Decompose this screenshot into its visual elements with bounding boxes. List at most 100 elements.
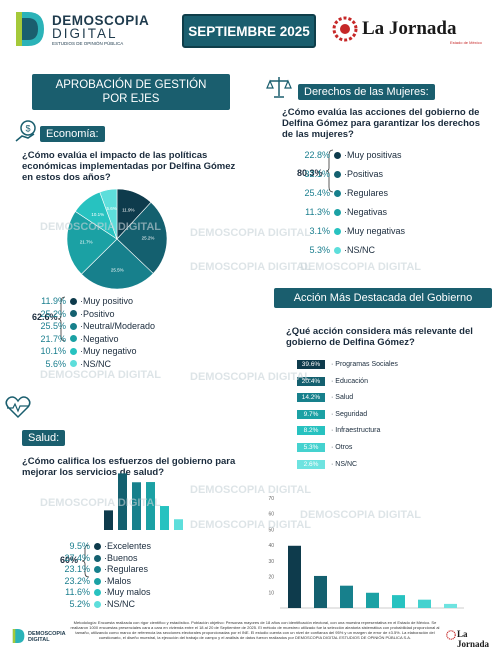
legend-percent: 11.9%	[41, 296, 66, 306]
derechos-question: ¿Cómo evalúa las acciones del gobierno d…	[282, 107, 480, 140]
derechos-legend-item: 3.1% ·Muy negativas	[300, 222, 405, 241]
legend-dot	[334, 247, 341, 254]
derechos-legend-item: 22.8% ·Muy positivas	[300, 146, 405, 165]
y-tick-label: 50	[268, 527, 274, 533]
legend-label: ·Regulares	[344, 188, 389, 198]
legend-percent: 5.6%	[45, 358, 66, 369]
accion-hbar: 9.7%	[297, 409, 325, 419]
salud-tag: Salud:	[22, 430, 66, 446]
accion-column	[418, 599, 431, 608]
derechos-bracket-value: 80.3%	[297, 168, 323, 178]
legend-dot	[94, 589, 101, 597]
legend-label: ·Muy positivo	[80, 296, 134, 306]
salud-bar	[118, 473, 127, 530]
health-heart-icon	[5, 396, 31, 419]
legend-percent: 3.1%	[309, 226, 330, 236]
accion-hbar-row: 9.7% · Seguridad	[297, 409, 487, 419]
accion-question: ¿Qué acción considera más relevante del …	[286, 326, 473, 348]
salud-bar	[174, 519, 183, 530]
watermark: DEMOSCOPIA DIGITAL	[300, 261, 421, 273]
legend-label: ·Neutral/Moderado	[80, 321, 156, 331]
legend-percent: 9.5%	[69, 541, 90, 551]
legend-label: ·Muy negativas	[344, 226, 406, 236]
legend-dot	[94, 600, 101, 608]
accion-hbar-label: · Otros	[331, 443, 353, 451]
salud-legend: 9.5% ·Excelentes 27.4% ·Buenos 23.1% ·Regular…	[60, 541, 151, 610]
legend-percent: 11.3%	[305, 207, 330, 217]
legend-label: ·Regulares	[104, 564, 149, 574]
y-tick-label: 70	[268, 496, 274, 502]
accion-hbar-row: 39.6% · Programas Sociales	[297, 360, 487, 369]
accion-column	[314, 575, 327, 608]
legend-label: ·Negativas	[344, 207, 388, 217]
jornada-logo-icon	[332, 16, 358, 42]
pie-slice	[116, 201, 168, 274]
accion-hbar-row: 5.3% · Otros	[297, 442, 487, 452]
legend-percent: 22.8%	[304, 150, 330, 160]
scales-icon	[266, 77, 292, 98]
pie-slice	[66, 211, 118, 275]
legend-dot	[94, 554, 101, 562]
brand-subtitle: ESTUDIOS DE OPINIÓN PÚBLICA	[52, 41, 124, 46]
accion-hbar: 14.2%	[297, 393, 325, 403]
legend-dot	[94, 577, 101, 585]
accion-hbar: 20.4%	[297, 376, 325, 386]
pie-data-label: 10.1%	[91, 212, 104, 217]
accion-hbar-row: 20.4% · Educación	[297, 376, 487, 386]
main-title: APROBACIÓN DE GESTIÓN POR EJES	[32, 74, 230, 110]
accion-column	[392, 595, 405, 608]
legend-label: ·Positivo	[80, 308, 115, 319]
legend-dot	[94, 543, 101, 551]
legend-dot	[70, 310, 77, 318]
watermark: DEMOSCOPIA DIGITAL	[190, 227, 311, 239]
legend-percent: 25.5%	[40, 321, 66, 331]
economia-bracket	[58, 296, 66, 342]
accion-hbar-label: · NS/NC	[331, 460, 358, 468]
legend-dot	[70, 360, 77, 368]
newspaper-name: La Jornada	[362, 18, 457, 39]
legend-percent: 10.1%	[40, 346, 66, 356]
salud-legend-item: 27.4% ·Buenos	[60, 553, 151, 565]
footer-newspaper: La Jornada	[457, 629, 490, 649]
economia-pie-chart: 11.9% 25.2% 25.5% 21.7% 10.1%5.6%	[66, 188, 168, 290]
legend-percent: 5.2%	[69, 598, 90, 609]
accion-hbar: 8.2%	[297, 426, 325, 436]
demoscopia-logo	[16, 12, 44, 46]
legend-dot	[94, 566, 101, 574]
economia-bracket-value: 62.6%	[32, 312, 58, 322]
economia-legend-item: 25.2% ·Positivo	[36, 308, 155, 321]
watermark: DEMOSCOPIA DIGITAL	[190, 519, 311, 531]
accion-hbar-row: 2.6% · NS/NC	[297, 459, 487, 469]
legend-percent: 27.4%	[64, 552, 90, 563]
salud-legend-item: 9.5% ·Excelentes	[60, 541, 151, 553]
legend-dot	[70, 322, 77, 330]
economia-legend-item: 25.5% ·Neutral/Moderado	[36, 320, 155, 333]
legend-dot	[70, 297, 77, 305]
derechos-bracket	[326, 149, 334, 193]
salud-bracket-value: 60%	[60, 555, 79, 565]
legend-dot	[70, 335, 77, 343]
derechos-legend-item: 11.3% ·Negativas	[300, 203, 405, 222]
salud-bar	[160, 506, 169, 530]
accion-column	[340, 585, 353, 608]
derechos-legend-item: 32.1% ·Positivas	[300, 165, 405, 184]
legend-label: ·Malos	[104, 575, 132, 586]
legend-label: ·Negativo	[80, 333, 119, 344]
derechos-legend: 22.8% ·Muy positivas 32.1% ·Positivas 25.4% ·…	[300, 146, 405, 260]
watermark: DEMOSCOPIA DIGITAL	[40, 497, 161, 509]
salud-question-text: ¿Cómo califica los esfuerzos del gobiern…	[22, 456, 236, 478]
footer-jornada-icon	[446, 630, 456, 640]
pie-data-label: 5.6%	[106, 206, 116, 211]
legend-percent: 25.2%	[40, 308, 66, 319]
legend-label: ·NS/NC	[344, 245, 375, 255]
accion-horizontal-bars: 39.6% · Programas Sociales 20.4% · Educació…	[297, 360, 487, 476]
accion-hbar-label: · Educación	[331, 377, 368, 385]
accion-hbar: 39.6%	[297, 360, 325, 369]
footer-brand: DEMOSCOPIA DIGITAL	[28, 631, 66, 643]
accion-column	[288, 545, 301, 608]
accion-hbar-row: 14.2% · Salud	[297, 393, 487, 403]
economia-legend: 11.9% ·Muy positivo 25.2% ·Positivo 25.5% ·Ne…	[36, 295, 155, 370]
legend-percent: 23.1%	[64, 564, 90, 574]
accion-hbar-row: 8.2% · Infraestructura	[297, 426, 487, 436]
legend-label: ·NS/NC	[80, 358, 111, 369]
